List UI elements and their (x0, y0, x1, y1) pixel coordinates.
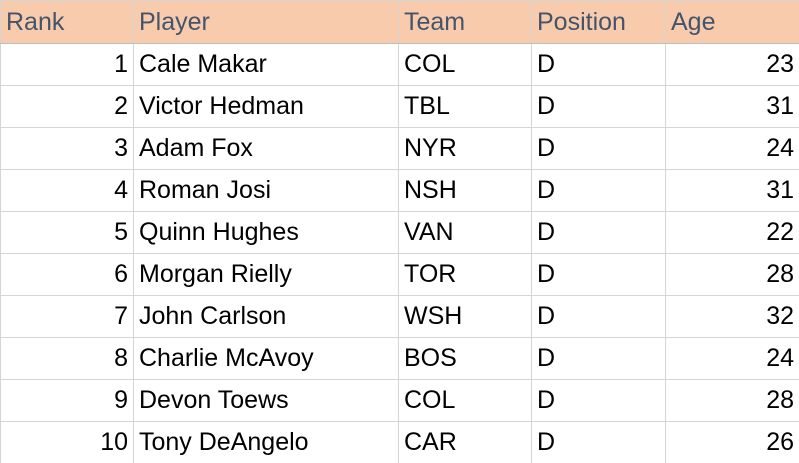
table-cell: 8 (0, 337, 134, 380)
table-cell: 24 (665, 127, 799, 170)
header-cell: Rank (0, 0, 134, 44)
table-cell: D (531, 169, 666, 212)
table-cell: D (531, 253, 666, 296)
table-cell: 24 (665, 337, 799, 380)
table-cell: 10 (0, 421, 134, 463)
table-cell: TOR (398, 253, 532, 296)
header-cell: Player (133, 0, 399, 44)
table-cell: Victor Hedman (133, 85, 399, 128)
table-cell: COL (398, 43, 532, 86)
table-cell: BOS (398, 337, 532, 380)
table-cell: D (531, 127, 666, 170)
table-row: 9 Devon Toews COL D 28 (0, 379, 799, 422)
header-cell: Team (398, 0, 532, 44)
table-cell: 31 (665, 85, 799, 128)
table-cell: WSH (398, 295, 532, 338)
table-row: 7 John Carlson WSH D 32 (0, 295, 799, 338)
table-cell: COL (398, 379, 532, 422)
table-cell: 9 (0, 379, 134, 422)
table-cell: D (531, 379, 666, 422)
table-cell: 5 (0, 211, 134, 254)
table-row: 8 Charlie McAvoy BOS D 24 (0, 337, 799, 380)
table-cell: D (531, 421, 666, 463)
table-cell: 4 (0, 169, 134, 212)
table-cell: 26 (665, 421, 799, 463)
table-row: 6 Morgan Rielly TOR D 28 (0, 253, 799, 296)
table-cell: NYR (398, 127, 532, 170)
table-cell: Roman Josi (133, 169, 399, 212)
table-cell: John Carlson (133, 295, 399, 338)
table-cell: CAR (398, 421, 532, 463)
table-cell: D (531, 85, 666, 128)
table-cell: 28 (665, 253, 799, 296)
table-cell: 32 (665, 295, 799, 338)
table-cell: NSH (398, 169, 532, 212)
header-cell: Position (531, 0, 666, 44)
table-cell: 3 (0, 127, 134, 170)
header-cell: Age (665, 0, 799, 44)
table-row: 4 Roman Josi NSH D 31 (0, 169, 799, 212)
table-cell: D (531, 295, 666, 338)
table-row: 2 Victor Hedman TBL D 31 (0, 85, 799, 128)
table-cell: D (531, 211, 666, 254)
table-cell: 6 (0, 253, 134, 296)
table-cell: Charlie McAvoy (133, 337, 399, 380)
table-cell: Morgan Rielly (133, 253, 399, 296)
table-cell: Tony DeAngelo (133, 421, 399, 463)
table-cell: 22 (665, 211, 799, 254)
table-row: 1 Cale Makar COL D 23 (0, 43, 799, 86)
header-row: Rank Player Team Position Age (0, 0, 799, 44)
table-cell: D (531, 337, 666, 380)
table-cell: Quinn Hughes (133, 211, 399, 254)
table-cell: 7 (0, 295, 134, 338)
table-row: 10 Tony DeAngelo CAR D 26 (0, 421, 799, 463)
table-cell: 1 (0, 43, 134, 86)
table-cell: Cale Makar (133, 43, 399, 86)
table-cell: 31 (665, 169, 799, 212)
table-cell: VAN (398, 211, 532, 254)
table-cell: TBL (398, 85, 532, 128)
table-cell: 23 (665, 43, 799, 86)
table-row: 5 Quinn Hughes VAN D 22 (0, 211, 799, 254)
table-cell: 28 (665, 379, 799, 422)
table-cell: 2 (0, 85, 134, 128)
table-row: 3 Adam Fox NYR D 24 (0, 127, 799, 170)
table-cell: Adam Fox (133, 127, 399, 170)
table-body: 1 Cale Makar COL D 23 2 Victor Hedman TBL D 31 3 Ad… (0, 43, 799, 463)
table-cell: D (531, 43, 666, 86)
table-cell: Devon Toews (133, 379, 399, 422)
